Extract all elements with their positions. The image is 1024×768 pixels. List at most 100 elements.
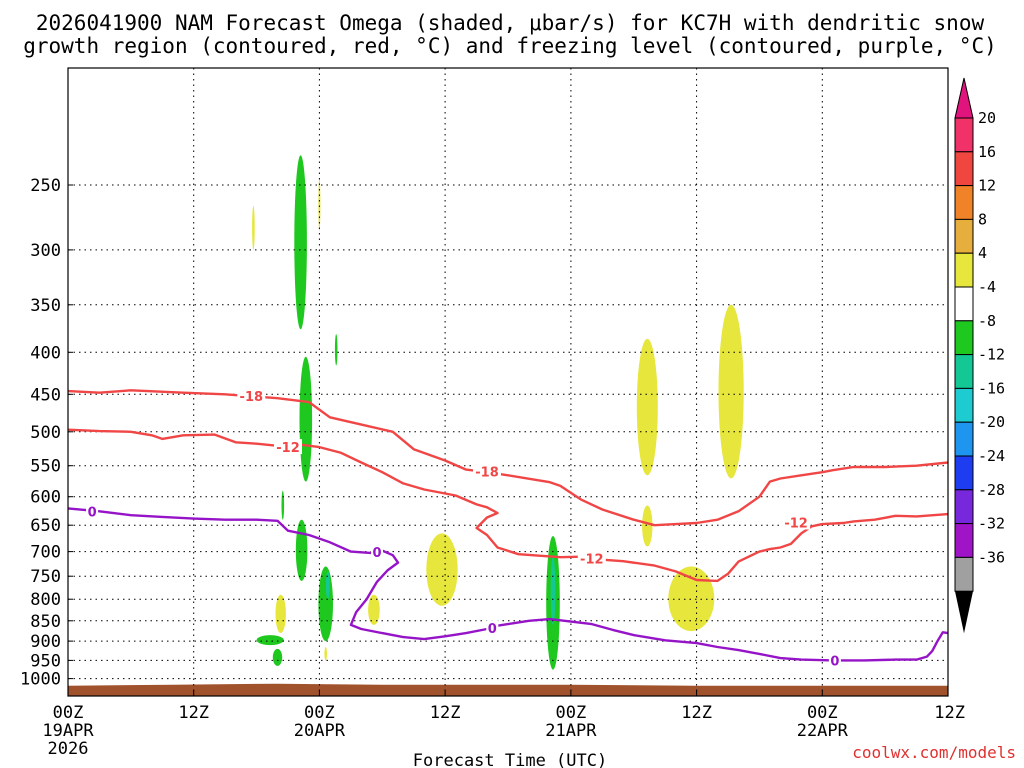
omega-region-3 xyxy=(318,566,334,642)
red-contour-label: -18 xyxy=(240,390,264,405)
y-tick-label: 250 xyxy=(30,176,61,196)
red-label-bg-1-0 xyxy=(274,439,302,455)
colorbar-swatch xyxy=(954,252,974,288)
colorbar-label: 8 xyxy=(978,210,987,228)
omega-region-18 xyxy=(636,338,658,476)
x-tick-label: 12Z xyxy=(681,703,712,723)
x-tick-label: 12Z xyxy=(430,703,461,723)
purple-contour-label: 0 xyxy=(488,622,497,637)
colorbar-label: -28 xyxy=(978,481,1005,499)
omega-region-10 xyxy=(550,556,556,625)
red-contour--12 xyxy=(67,428,949,583)
omega-region-19 xyxy=(718,304,744,479)
colorbar-swatch xyxy=(954,117,974,153)
y-tick-label: 350 xyxy=(30,296,61,316)
purple-label-bg-0-3 xyxy=(828,652,841,668)
omega-region-2 xyxy=(295,519,308,581)
terrain xyxy=(68,683,948,696)
y-tick-label: 500 xyxy=(30,423,61,443)
omega-region-7 xyxy=(256,635,284,646)
colorbar-label: 4 xyxy=(978,244,987,262)
colorbar-swatch xyxy=(954,320,974,356)
omega-region-15 xyxy=(324,647,328,661)
colorbar-swatch xyxy=(954,523,974,558)
colorbar-swatch xyxy=(954,421,974,457)
red-label-bg-0-1 xyxy=(473,463,501,479)
x-tick-label: 00Z xyxy=(556,703,587,723)
colorbar-swatch xyxy=(954,354,974,389)
red-contour-label: -12 xyxy=(276,441,300,456)
omega-shading xyxy=(252,155,744,670)
x-tick-label: 12Z xyxy=(178,703,209,723)
red-label-bg-1-1 xyxy=(577,550,606,566)
purple-label-bg-0-0 xyxy=(86,503,99,519)
colorbar-swatch xyxy=(954,218,974,254)
y-tick-label: 550 xyxy=(30,457,61,477)
y-tick-label: 700 xyxy=(30,543,61,563)
terrain-band xyxy=(68,683,948,696)
purple-contour-label: 0 xyxy=(830,654,839,669)
grid-lines xyxy=(67,68,949,696)
y-tick-label: 300 xyxy=(30,241,61,261)
colorbar-label: -32 xyxy=(978,515,1005,533)
omega-region-0 xyxy=(294,155,307,330)
colorbar-swatch xyxy=(954,455,974,491)
colorbar-swatch xyxy=(954,185,974,220)
purple-contour-0 xyxy=(67,507,949,662)
x-tick-label: 19APR xyxy=(42,721,94,741)
colorbar-swatch xyxy=(954,556,974,592)
colorbar-label: -16 xyxy=(978,379,1005,397)
red-contour-label: -12 xyxy=(580,553,604,568)
red-label-bg-0-0 xyxy=(237,387,266,403)
colorbar-swatch xyxy=(954,489,974,525)
y-tick-label: 450 xyxy=(30,385,61,405)
title-line-2: growth region (contoured, red, °C) and f… xyxy=(23,34,997,58)
y-tick-label: 400 xyxy=(30,343,61,363)
contour-labels: -18 -18 -12 -12 -12 0 0 0 0 xyxy=(86,387,841,669)
red-label-bg-1-2 xyxy=(782,514,811,530)
credit-text: coolwx.com/models xyxy=(852,743,1016,762)
purple-contour-label: 0 xyxy=(372,546,381,561)
colorbar-label: -8 xyxy=(978,312,996,330)
y-axis-ticks: 2503003504004505005506006507007508008509… xyxy=(20,176,73,690)
omega-region-1 xyxy=(299,356,313,482)
colorbar-label: -12 xyxy=(978,346,1005,364)
red-contour-label: -18 xyxy=(475,466,499,481)
x-tick-label: 00Z xyxy=(304,703,335,723)
y-tick-label: 650 xyxy=(30,516,61,536)
x-tick-label: 12Z xyxy=(934,703,965,723)
colorbar-label: -4 xyxy=(978,278,996,296)
colorbar-label: 12 xyxy=(978,177,996,195)
omega-region-8 xyxy=(272,648,283,666)
omega-region-6 xyxy=(334,334,338,366)
purple-label-bg-0-1 xyxy=(371,544,383,560)
omega-region-20 xyxy=(668,566,715,632)
purple-contour-label: 0 xyxy=(88,505,97,520)
colorbar-top-arrow xyxy=(954,77,974,119)
omega-region-17 xyxy=(642,505,653,547)
y-tick-label: 950 xyxy=(30,651,61,671)
chart-title: 2026041900 NAM Forecast Omega (shaded, μ… xyxy=(23,11,997,58)
x-axis-title: Forecast Time (UTC) xyxy=(413,751,607,768)
purple-label-bg-0-2 xyxy=(486,620,499,636)
colorbar-swatch xyxy=(954,286,974,322)
colorbar-label: 16 xyxy=(978,143,996,161)
colorbar-label: 20 xyxy=(978,109,996,127)
colorbar-label: -36 xyxy=(978,548,1005,566)
y-tick-label: 800 xyxy=(30,590,61,610)
x-tick-label: 2026 xyxy=(48,739,89,759)
colorbar-swatch xyxy=(954,387,974,423)
omega-region-13 xyxy=(275,594,286,634)
y-tick-label: 850 xyxy=(30,612,61,632)
colorbar: 20 16 12 8 4 -4 -8 -12 -16 -20 -24 -28 -32 -36 xyxy=(954,77,1005,634)
colorbar-swatch xyxy=(954,151,974,187)
omega-region-9 xyxy=(325,571,330,600)
colorbar-label: -24 xyxy=(978,447,1005,465)
omega-region-11 xyxy=(252,205,255,250)
omega-region-16 xyxy=(426,533,458,606)
x-tick-label: 22APR xyxy=(797,721,849,741)
title-line-1: 2026041900 NAM Forecast Omega (shaded, μ… xyxy=(36,11,985,35)
omega-region-14 xyxy=(368,594,380,625)
